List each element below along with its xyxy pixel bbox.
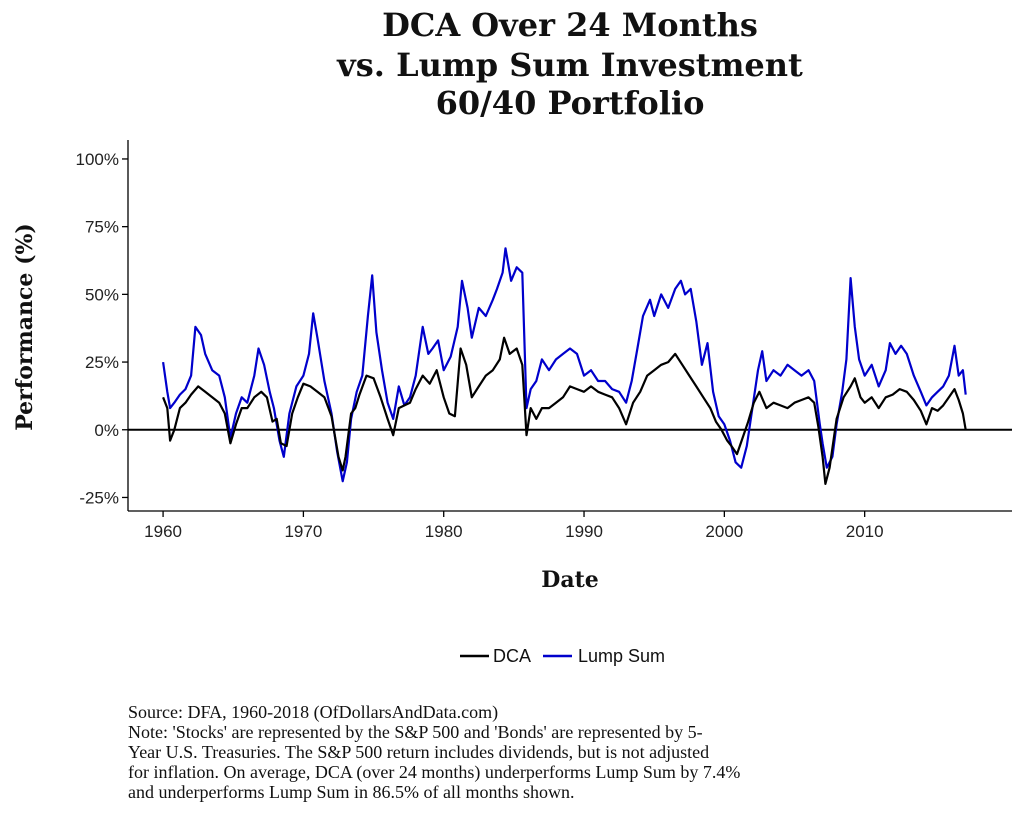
caption-note-line-3: for inflation. On average, DCA (over 24 …: [128, 762, 740, 783]
x-tick-label: 1980: [425, 522, 463, 541]
series-layer: [162, 247, 967, 485]
y-tick-label: 100%: [76, 150, 119, 169]
legend: DCA Lump Sum: [460, 646, 665, 666]
x-tick-label: 1970: [284, 522, 322, 541]
caption-note-line-2: Year U.S. Treasuries. The S&P 500 return…: [128, 742, 709, 762]
plot-area: -25% 0% 25% 50% 75% 100% 1960 1970 1980 1990 2000…: [76, 140, 1012, 541]
y-tick-label: 25%: [85, 353, 119, 372]
y-axis: -25% 0% 25% 50% 75% 100%: [76, 140, 129, 511]
x-tick-label: 2010: [846, 522, 884, 541]
caption-note-line-4: and underperforms Lump Sum in 86.5% of a…: [128, 782, 574, 802]
caption-source: Source: DFA, 1960-2018 (OfDollarsAndData…: [128, 702, 498, 723]
x-tick-label: 2000: [705, 522, 743, 541]
y-axis-title: Performance (%): [12, 223, 38, 431]
chart-title-line-3: 60/40 Portfolio: [436, 84, 705, 122]
x-tick-label: 1990: [565, 522, 603, 541]
legend-label-dca: DCA: [493, 646, 531, 666]
x-tick-label: 1960: [144, 522, 182, 541]
y-tick-label: 50%: [85, 285, 119, 304]
x-axis: 1960 1970 1980 1990 2000 2010: [128, 510, 1012, 541]
legend-label-lump-sum: Lump Sum: [578, 646, 665, 666]
y-tick-label: 75%: [85, 218, 119, 237]
chart-title: DCA Over 24 Months vs. Lump Sum Investme…: [336, 6, 803, 122]
chart-title-line-1: DCA Over 24 Months: [382, 6, 758, 44]
series-line-lump-sum: [162, 247, 967, 483]
chart-title-line-2: vs. Lump Sum Investment: [336, 46, 803, 84]
caption-note-line-1: Note: 'Stocks' are represented by the S&…: [128, 722, 703, 742]
series-line-dca: [162, 336, 967, 485]
x-axis-title: Date: [541, 567, 599, 593]
caption: Source: DFA, 1960-2018 (OfDollarsAndData…: [128, 702, 740, 802]
y-tick-label: 0%: [94, 421, 119, 440]
y-tick-label: -25%: [79, 488, 119, 507]
